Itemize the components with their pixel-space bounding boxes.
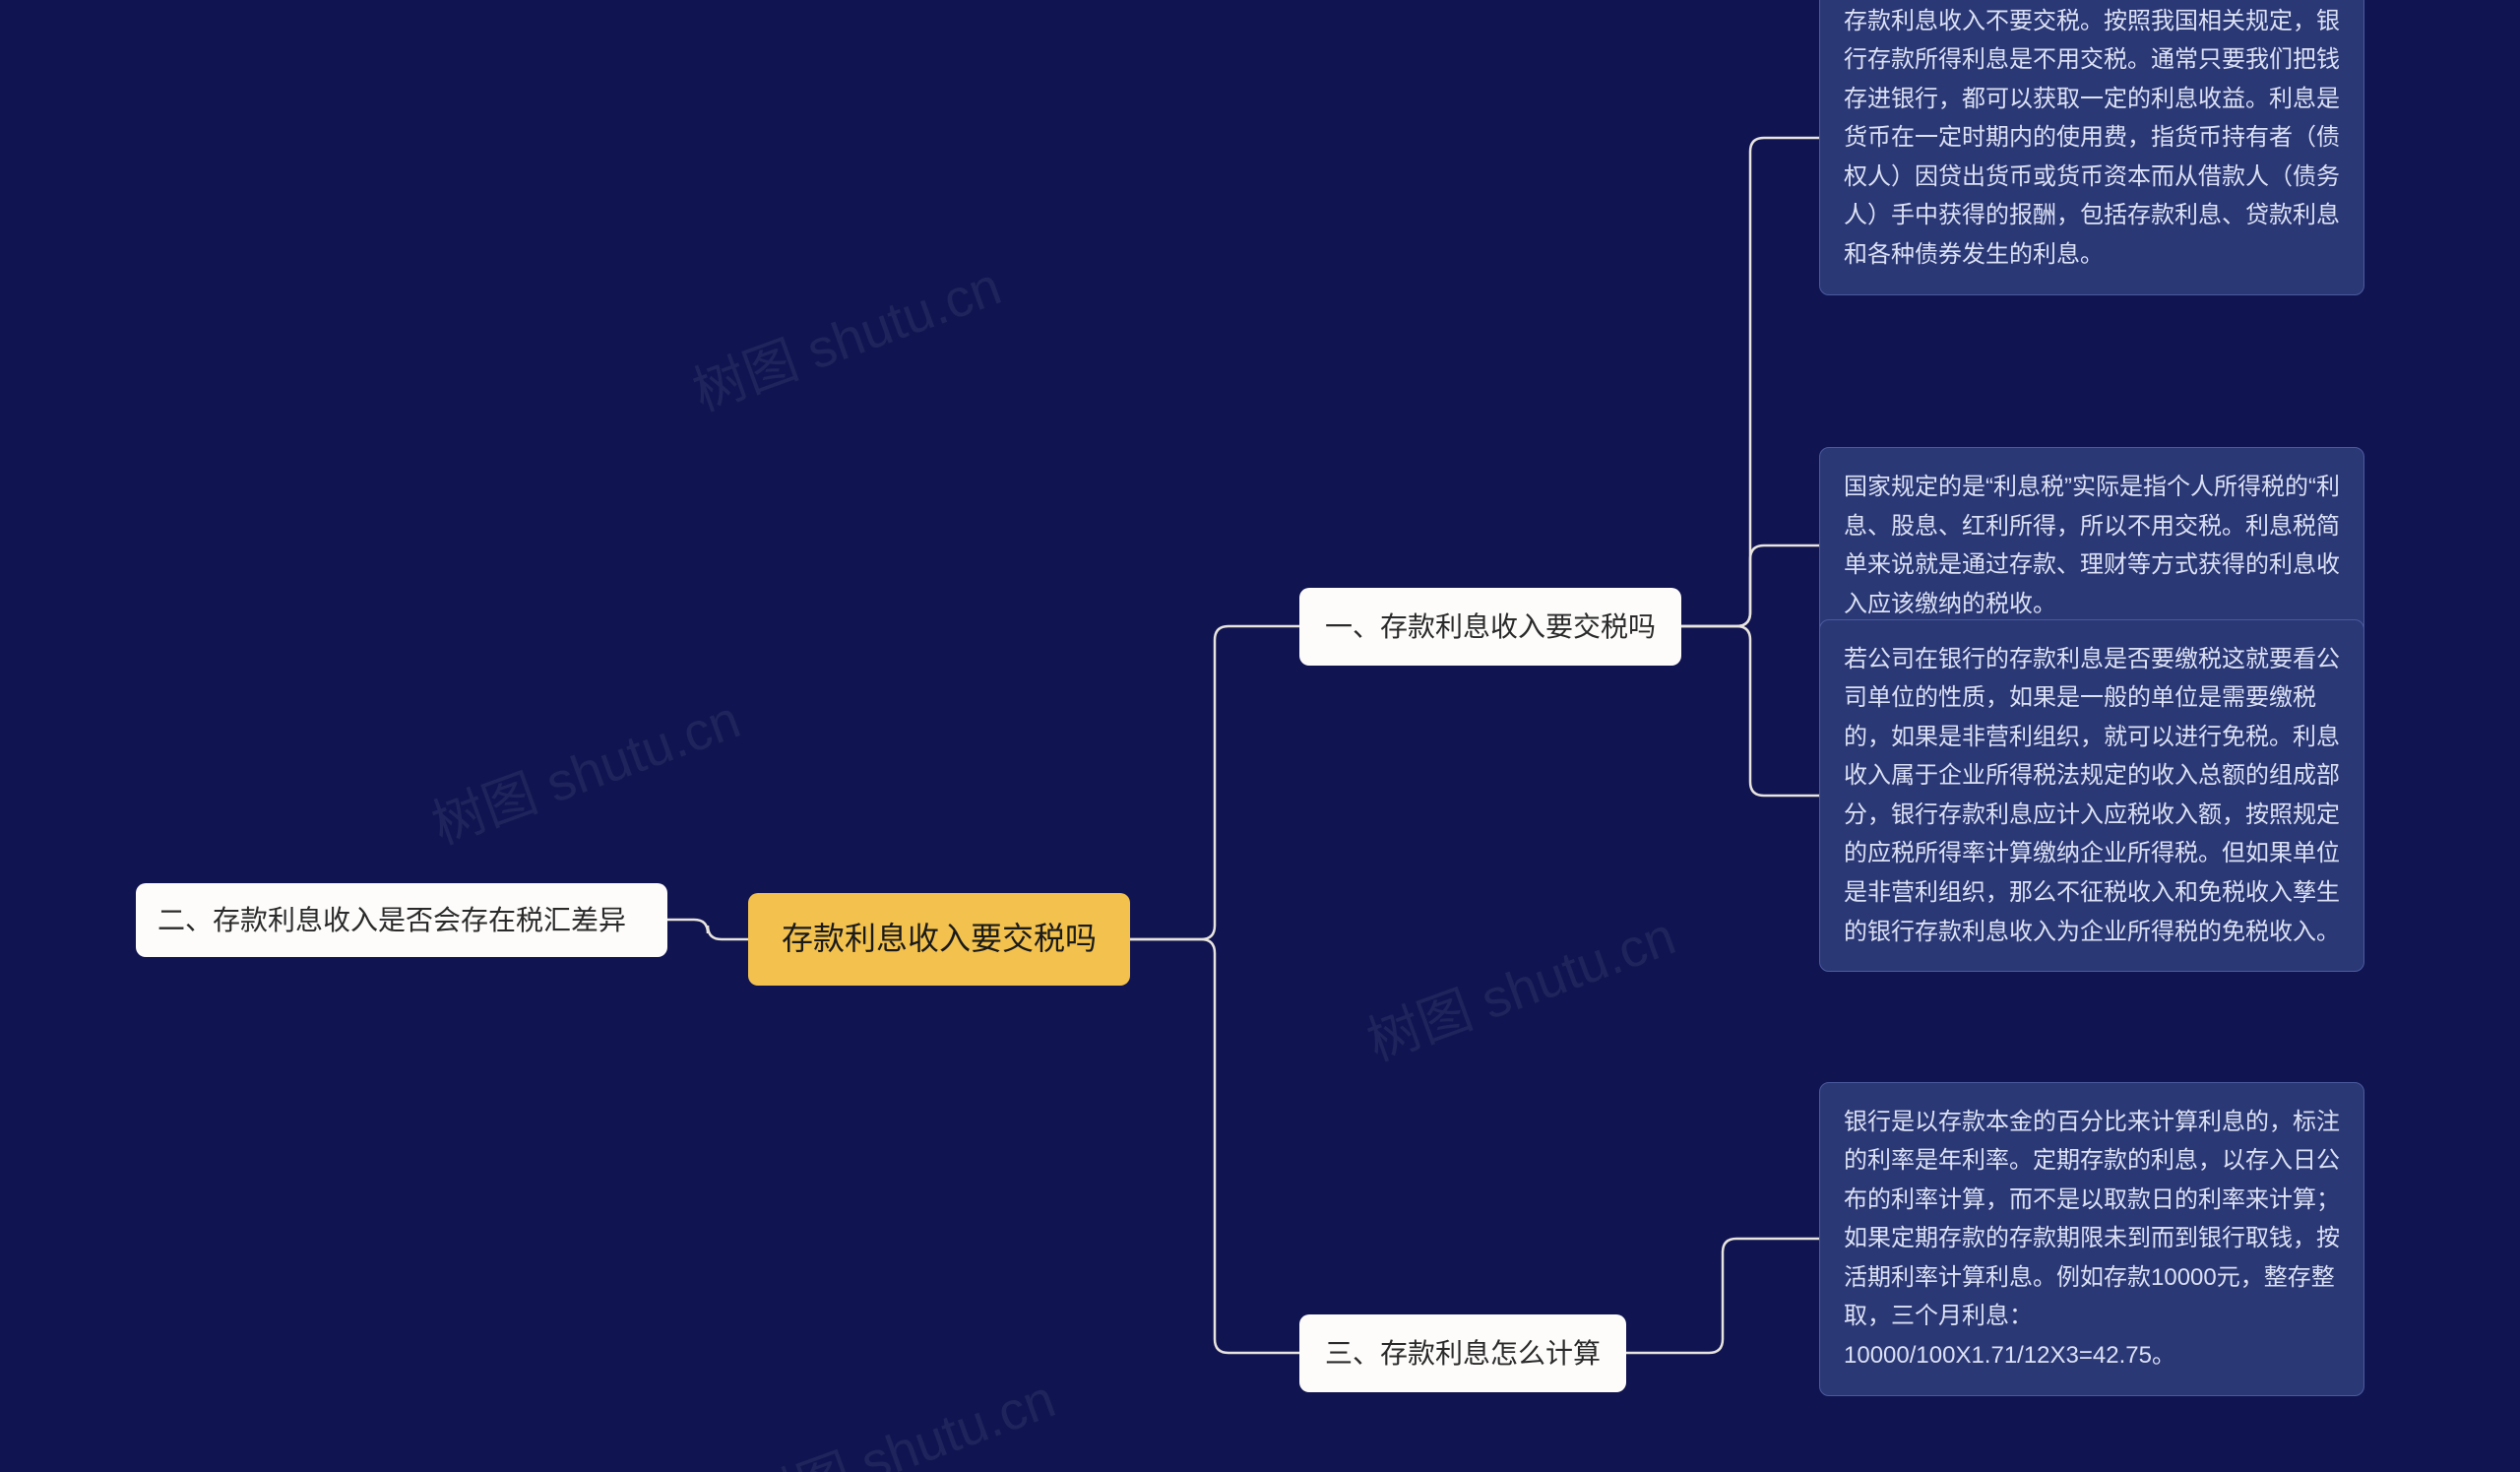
mindmap-root[interactable]: 存款利息收入要交税吗 [748, 893, 1130, 986]
node-label: 银行是以存款本金的百分比来计算利息的，标注的利率是年利率。定期存款的利息，以存入… [1844, 1109, 2340, 1370]
mindmap-node-left[interactable]: 二、存款利息收入是否会存在税汇差异 [136, 883, 667, 957]
connector-edge [1681, 545, 1819, 626]
node-label: 存款利息收入不要交税。按照我国相关规定，银行存款所得利息是不用交税。通常只要我们… [1844, 8, 2340, 269]
mindmap-leaf[interactable]: 存款利息收入不要交税。按照我国相关规定，银行存款所得利息是不用交税。通常只要我们… [1819, 0, 2364, 295]
node-label: 若公司在银行的存款利息是否要缴税这就要看公司单位的性质，如果是一般的单位是需要缴… [1844, 646, 2340, 945]
node-label: 国家规定的是“利息税”实际是指个人所得税的“利息、股息、红利所得，所以不用交税。… [1844, 474, 2340, 617]
connector-edge [1681, 626, 1819, 796]
connector-edge [667, 920, 748, 939]
mindmap-leaf[interactable]: 银行是以存款本金的百分比来计算利息的，标注的利率是年利率。定期存款的利息，以存入… [1819, 1082, 2364, 1396]
mindmap-leaf[interactable]: 国家规定的是“利息税”实际是指个人所得税的“利息、股息、红利所得，所以不用交税。… [1819, 447, 2364, 644]
mindmap-node-section-1[interactable]: 一、存款利息收入要交税吗 [1299, 588, 1681, 666]
node-label: 三、存款利息怎么计算 [1325, 1338, 1601, 1369]
connector-edge [1130, 626, 1299, 939]
connector-edge [1681, 138, 1819, 626]
connector-edge [1626, 1239, 1819, 1353]
node-label: 存款利息收入要交税吗 [782, 921, 1097, 956]
mindmap-node-section-3[interactable]: 三、存款利息怎么计算 [1299, 1314, 1626, 1392]
node-label: 二、存款利息收入是否会存在税汇差异 [158, 905, 626, 935]
node-label: 一、存款利息收入要交税吗 [1325, 611, 1656, 642]
connector-edge [1130, 939, 1299, 1353]
mindmap-leaf[interactable]: 若公司在银行的存款利息是否要缴税这就要看公司单位的性质，如果是一般的单位是需要缴… [1819, 619, 2364, 973]
